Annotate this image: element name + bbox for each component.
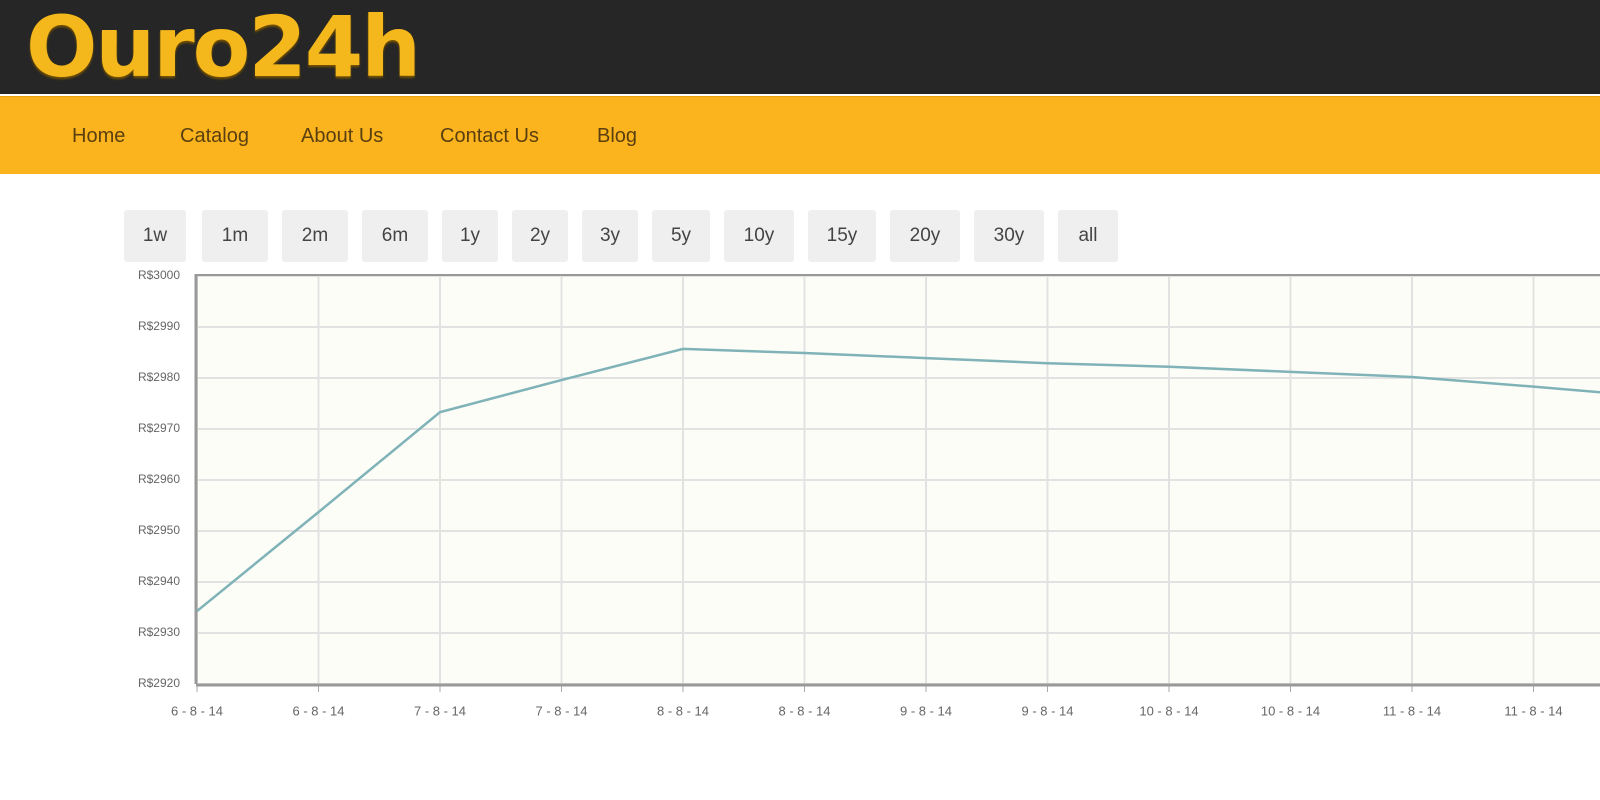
- logo[interactable]: Ouro24h: [26, 0, 421, 96]
- x-tick-label: 10 - 8 - 14: [1139, 703, 1198, 718]
- x-tick-label: 7 - 8 - 14: [414, 703, 466, 718]
- nav-link[interactable]: Home: [72, 125, 126, 147]
- y-tick-label: R$3000: [138, 268, 180, 282]
- x-tick-label: 9 - 8 - 14: [900, 703, 952, 718]
- nav-link[interactable]: Catalog: [180, 125, 249, 147]
- range-button[interactable]: 6m: [362, 210, 428, 262]
- range-button[interactable]: 3y: [582, 210, 638, 262]
- x-tick-label: 9 - 8 - 14: [1021, 703, 1073, 718]
- x-tick-label: 8 - 8 - 14: [657, 703, 709, 718]
- range-button[interactable]: 10y: [724, 210, 794, 262]
- range-button[interactable]: 15y: [808, 210, 876, 262]
- range-button[interactable]: all: [1058, 210, 1118, 262]
- range-button[interactable]: 30y: [974, 210, 1044, 262]
- price-line: [196, 347, 1600, 613]
- range-button[interactable]: 1w: [124, 210, 186, 262]
- nav-link[interactable]: Contact Us: [440, 125, 539, 147]
- range-button[interactable]: 20y: [890, 210, 960, 262]
- y-tick-label: R$2970: [138, 421, 180, 435]
- range-button[interactable]: 5y: [652, 210, 710, 262]
- range-button[interactable]: 2m: [282, 210, 348, 262]
- y-tick-label: R$2990: [138, 319, 180, 333]
- y-tick-label: R$2950: [138, 523, 180, 537]
- y-tick-label: R$2960: [138, 472, 180, 486]
- range-button[interactable]: 1y: [442, 210, 498, 262]
- y-tick-label: R$2940: [138, 574, 180, 588]
- x-tick-label: 6 - 8 - 14: [171, 703, 223, 718]
- x-tick-label: 10 - 8 - 14: [1261, 703, 1320, 718]
- x-tick-label: 7 - 8 - 14: [535, 703, 587, 718]
- x-tick-label: 8 - 8 - 14: [778, 703, 830, 718]
- header-bar: Ouro24h: [0, 0, 1600, 96]
- x-tick-label: 6 - 8 - 14: [292, 703, 344, 718]
- x-tick-label: 11 - 8 - 14: [1504, 703, 1562, 718]
- nav-bar: Home Catalog About Us Contact Us Blog: [0, 96, 1600, 174]
- y-tick-label: R$2920: [138, 676, 180, 690]
- range-button[interactable]: 2y: [512, 210, 568, 262]
- y-tick-label: R$2980: [138, 370, 180, 384]
- nav-link[interactable]: Blog: [597, 125, 638, 147]
- y-tick-label: R$2930: [138, 625, 180, 639]
- x-tick-label: 11 - 8 - 14: [1383, 703, 1441, 718]
- range-button[interactable]: 1m: [202, 210, 268, 262]
- nav-link[interactable]: About Us: [301, 125, 384, 147]
- chart: R$2920 R$2930 R$2940 R$2950 R$2960 R$2970 R$29…: [138, 268, 1600, 718]
